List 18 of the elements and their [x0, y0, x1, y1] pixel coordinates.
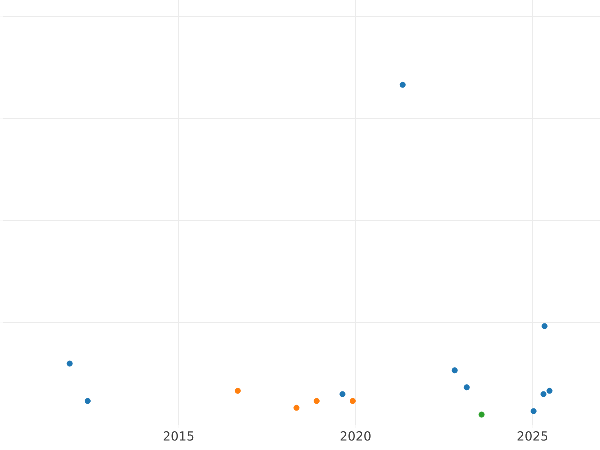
point: [350, 398, 356, 404]
point: [452, 368, 458, 374]
point: [540, 391, 547, 398]
point: [234, 388, 241, 394]
x-tick-label: 2020: [340, 432, 371, 441]
x-tick-label: 2025: [518, 432, 548, 441]
x-tick-label: 2015: [164, 432, 194, 441]
point: [530, 408, 537, 414]
point: [84, 398, 91, 404]
point: [340, 391, 346, 398]
point: [478, 412, 485, 418]
point: [66, 360, 73, 367]
point: [400, 82, 406, 88]
point: [546, 388, 553, 394]
point: [464, 384, 470, 391]
point: [314, 398, 320, 404]
point: [294, 405, 300, 411]
point: [542, 323, 548, 330]
